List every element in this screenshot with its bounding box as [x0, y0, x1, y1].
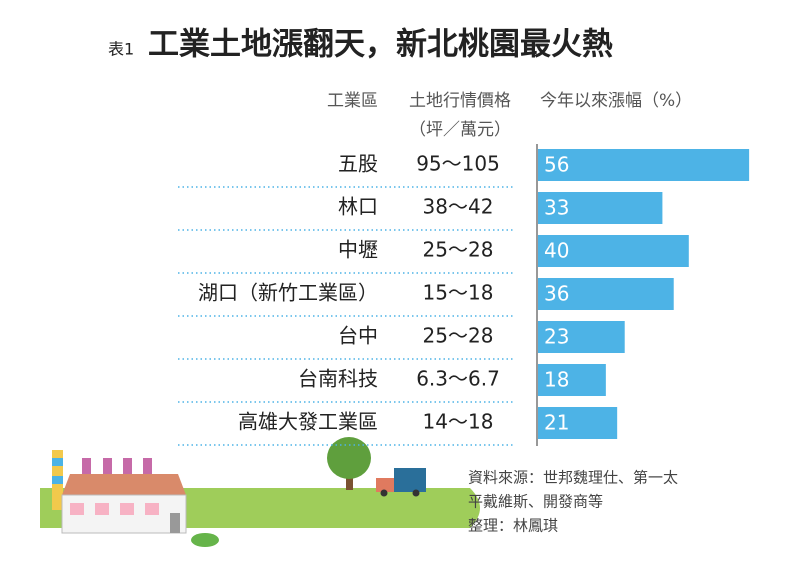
column-subheader: （坪／萬元） [409, 120, 511, 140]
chart-title: 工業土地漲翻天，新北桃園最火熱 [148, 27, 613, 63]
column-header: 土地行情價格 [409, 91, 511, 111]
category-label: 台南科技 [298, 367, 378, 391]
price-range: 95～105 [416, 152, 500, 176]
illustration [40, 437, 480, 547]
category-label: 台中 [338, 324, 378, 348]
category-label: 高雄大發工業區 [238, 410, 378, 434]
value-label: 23 [544, 325, 569, 349]
bar [538, 407, 618, 439]
editor: 整理：林鳳琪 [468, 517, 558, 535]
value-label: 33 [544, 196, 569, 220]
category-label: 五股 [338, 152, 378, 176]
price-range: 15～18 [423, 281, 494, 305]
column-header: 工業區 [327, 91, 378, 111]
value-label: 40 [544, 239, 569, 263]
bar [538, 192, 663, 224]
category-label: 湖口（新竹工業區） [198, 281, 378, 305]
value-label: 56 [544, 153, 569, 177]
table-label: 表1 [108, 40, 134, 59]
price-range: 25～28 [423, 324, 494, 348]
bar [538, 235, 689, 267]
bar [538, 321, 625, 353]
price-range: 14～18 [423, 410, 494, 434]
value-label: 18 [544, 368, 569, 392]
price-range: 38～42 [423, 195, 494, 219]
value-label: 21 [544, 411, 569, 435]
column-header: 今年以來漲幅（%） [540, 91, 692, 111]
source: 平戴維斯、開發商等 [468, 493, 603, 511]
bar [538, 278, 674, 310]
category-label: 中壢 [338, 238, 378, 262]
bar [538, 149, 750, 181]
price-range: 25～28 [423, 238, 494, 262]
source: 資料來源：世邦魏理仕、第一太 [468, 469, 678, 487]
price-range: 6.3～6.7 [416, 367, 500, 391]
bar [538, 364, 606, 396]
category-label: 林口 [338, 195, 378, 219]
value-label: 36 [544, 282, 569, 306]
